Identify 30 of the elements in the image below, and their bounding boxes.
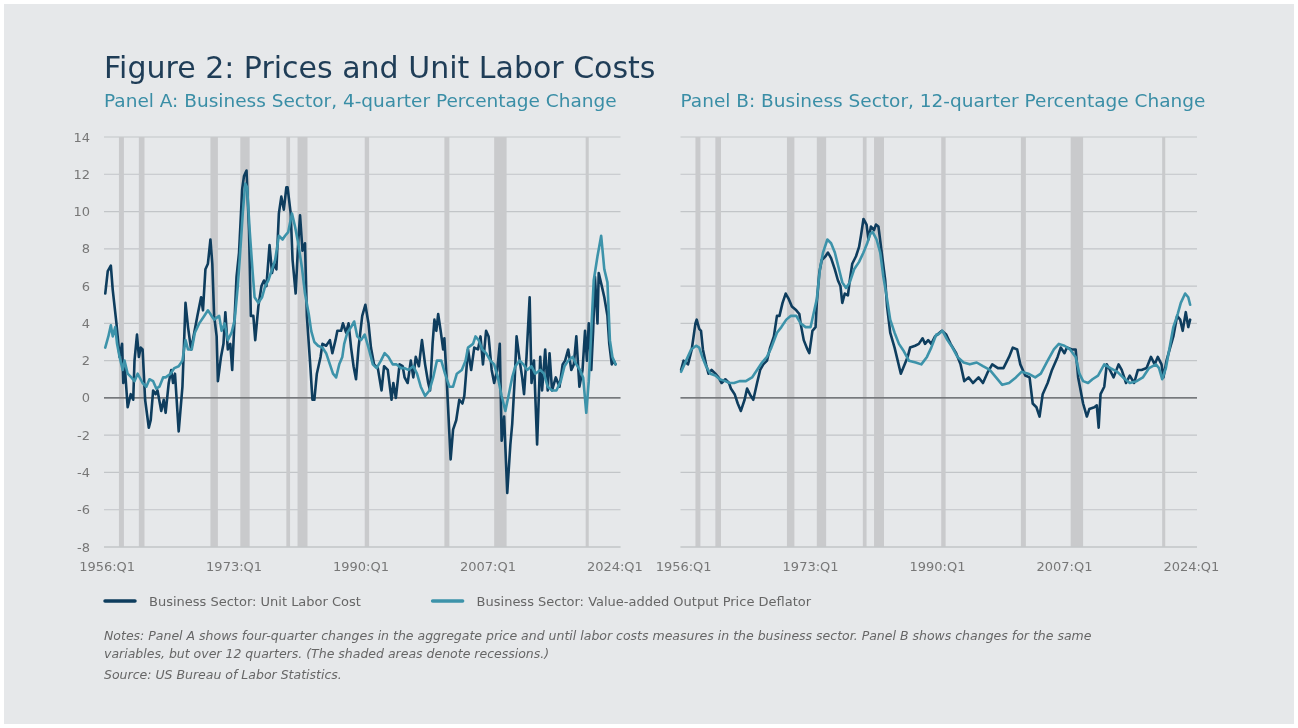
line-series xyxy=(103,182,617,415)
y-tick-label: -6 xyxy=(77,502,90,518)
legend-label: Business Sector: Unit Labor Cost xyxy=(149,593,361,609)
x-tick-label: 2007:Q1 xyxy=(459,559,516,574)
legend-label: Business Sector: Value-added Output Price Deflator xyxy=(476,593,812,609)
x-tick-label: 1973:Q1 xyxy=(782,559,839,574)
x-tick-label: 1956:Q1 xyxy=(79,559,136,574)
source-note: Source: US Bureau of Labor Statistics. xyxy=(104,667,342,682)
y-tick-label: -4 xyxy=(77,465,90,480)
y-tick-label: -8 xyxy=(77,539,90,555)
y-tick-label: 8 xyxy=(81,241,90,257)
x-tick-label: 1990:Q1 xyxy=(333,559,390,574)
x-tick-label: 2024:Q1 xyxy=(586,559,643,574)
chart-subtitle: Panel A: Business Sector, 4-quarter Percentage Change xyxy=(104,90,617,111)
x-tick-label: 1956:Q1 xyxy=(655,559,712,574)
x-tick-label: 2007:Q1 xyxy=(1036,559,1093,574)
y-tick-label: 4 xyxy=(81,315,90,331)
y-tick-label: 12 xyxy=(73,166,90,182)
chart-subtitle: Panel B: Business Sector, 12-quarter Percentage Change xyxy=(680,90,1206,111)
y-tick-label: 14 xyxy=(73,129,90,145)
y-tick-label: 2 xyxy=(81,353,90,369)
x-tick-label: 1973:Q1 xyxy=(206,559,263,574)
text: Notes: Panel A shows four-quarter changes in the aggregate price and until labor costs measures in the business sector. Panel B shows changes for the same variables, but over 12 quarters. (The shaded areas denote recessions.) xyxy=(104,628,1092,661)
y-tick-label: 0 xyxy=(81,390,90,406)
y-tick-label: 6 xyxy=(81,278,90,294)
y-tick-label: 10 xyxy=(73,204,90,220)
x-tick-label: 2024:Q1 xyxy=(1163,559,1220,574)
chart-title: Figure 2: Prices and Unit Labor Costs xyxy=(104,50,656,85)
y-tick-label: -2 xyxy=(77,427,90,443)
x-tick-label: 1990:Q1 xyxy=(909,559,966,574)
